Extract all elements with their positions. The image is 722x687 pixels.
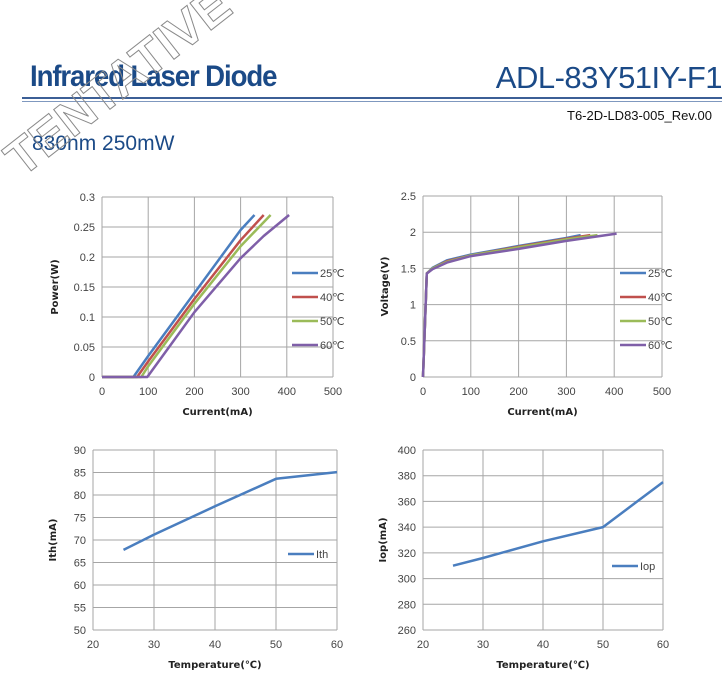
x-tick-label: 200 <box>509 386 527 398</box>
y-tick-label: 50 <box>74 625 86 637</box>
y-tick-label: 0 <box>89 372 95 384</box>
header-rule-thin <box>22 101 722 102</box>
series-line-0 <box>102 214 256 379</box>
y-axis-label: Ith(mA) <box>48 519 59 562</box>
x-axis-label: Current(mA) <box>182 407 252 418</box>
y-tick-label: 320 <box>398 548 416 560</box>
y-tick-label: 340 <box>398 522 416 534</box>
y-tick-label: 260 <box>398 625 416 637</box>
y-tick-label: 60 <box>74 580 86 592</box>
x-tick-label: 60 <box>657 639 669 651</box>
chart-1: 0 0.5 1 1.5 2 2.5 0 100 200 300 400 500 Current(mA) V… <box>380 191 673 418</box>
legend-label: 40℃ <box>648 292 673 304</box>
header-rule <box>22 97 722 99</box>
y-tick-label: 0.15 <box>74 282 95 294</box>
y-axis-label: Voltage(V) <box>380 257 391 317</box>
series-line-3 <box>421 232 617 378</box>
series-line-0 <box>122 470 338 552</box>
legend-label: 50℃ <box>320 316 345 328</box>
x-tick-label: 400 <box>278 386 296 398</box>
legend-label: 25℃ <box>648 268 673 280</box>
x-axis-label: Current(mA) <box>507 407 577 418</box>
series-line-2 <box>421 233 598 378</box>
series-line-2 <box>102 214 272 379</box>
chart-2: 50 55 60 65 70 75 80 85 90 20 30 40 50 60 Temperature(… <box>48 445 343 671</box>
y-tick-label: 55 <box>74 603 86 615</box>
x-tick-label: 500 <box>653 386 671 398</box>
chart-0: 0 0.05 0.1 0.15 0.2 0.25 0.3 0 100 200 300 400 500 Cu… <box>50 192 345 418</box>
y-tick-label: 90 <box>74 445 86 457</box>
x-tick-label: 60 <box>331 639 343 651</box>
x-axis-label: Temperature(℃) <box>496 660 589 671</box>
x-tick-label: 30 <box>148 639 160 651</box>
legend-label: Iop <box>640 561 655 573</box>
x-tick-label: 40 <box>209 639 221 651</box>
x-tick-label: 0 <box>99 386 105 398</box>
x-tick-label: 300 <box>557 386 575 398</box>
legend-label: 60℃ <box>320 340 345 352</box>
y-tick-label: 65 <box>74 558 86 570</box>
y-tick-label: 280 <box>398 599 416 611</box>
series-line-1 <box>421 233 591 378</box>
series-line-0 <box>421 233 581 378</box>
legend-label: 50℃ <box>648 316 673 328</box>
x-tick-label: 30 <box>477 639 489 651</box>
y-tick-label: 85 <box>74 468 86 480</box>
x-tick-label: 400 <box>605 386 623 398</box>
x-tick-label: 50 <box>270 639 282 651</box>
y-tick-label: 0.5 <box>401 336 416 348</box>
series-line-1 <box>102 214 265 379</box>
legend-label: Ith <box>316 549 328 561</box>
series-line-3 <box>102 214 290 379</box>
x-tick-label: 50 <box>597 639 609 651</box>
y-tick-label: 1 <box>410 300 416 312</box>
y-tick-label: 0.3 <box>80 192 95 204</box>
y-tick-label: 0 <box>410 372 416 384</box>
y-tick-label: 70 <box>74 535 86 547</box>
legend-label: 60℃ <box>648 340 673 352</box>
x-axis-label: Temperature(℃) <box>168 660 261 671</box>
x-tick-label: 200 <box>185 386 203 398</box>
document-title: Infrared Laser Diode <box>30 60 277 93</box>
x-tick-label: 0 <box>420 386 426 398</box>
y-tick-label: 0.25 <box>74 222 95 234</box>
y-tick-label: 300 <box>398 574 416 586</box>
series-line-0 <box>452 481 664 567</box>
y-tick-label: 80 <box>74 490 86 502</box>
product-subtitle: 830nm 250mW <box>32 132 175 155</box>
legend-label: 25℃ <box>320 268 345 280</box>
x-tick-label: 100 <box>462 386 480 398</box>
y-tick-label: 0.2 <box>80 252 95 264</box>
x-tick-label: 500 <box>324 386 342 398</box>
y-tick-label: 75 <box>74 513 86 525</box>
x-tick-label: 100 <box>139 386 157 398</box>
y-axis-label: Power(W) <box>50 259 61 314</box>
model-number: ADL-83Y51IY-F1 <box>495 60 722 95</box>
legend-label: 40℃ <box>320 292 345 304</box>
y-tick-label: 360 <box>398 496 416 508</box>
y-tick-label: 2.5 <box>401 191 416 203</box>
y-tick-label: 0.05 <box>74 342 95 354</box>
y-tick-label: 400 <box>398 445 416 457</box>
x-tick-label: 300 <box>231 386 249 398</box>
x-tick-label: 20 <box>417 639 429 651</box>
y-tick-label: 2 <box>410 227 416 239</box>
x-tick-label: 40 <box>537 639 549 651</box>
y-tick-label: 0.1 <box>80 312 95 324</box>
y-tick-label: 380 <box>398 471 416 483</box>
y-tick-label: 1.5 <box>401 263 416 275</box>
document-number: T6-2D-LD83-005_Rev.00 <box>567 108 712 123</box>
y-axis-label: Iop(mA) <box>378 517 389 562</box>
chart-3: 260 280 300 320 340 360 380 400 20 30 40 50 60 Temper… <box>378 445 669 671</box>
x-tick-label: 20 <box>87 639 99 651</box>
